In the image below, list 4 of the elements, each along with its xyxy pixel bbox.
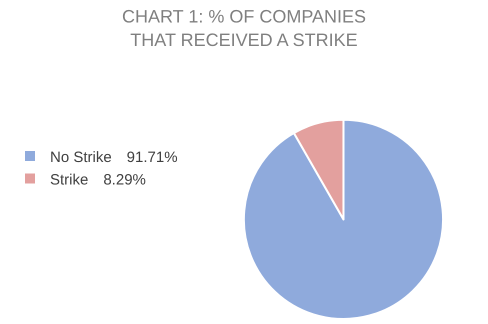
legend-label: Strike 8.29% [50,171,146,188]
legend-label: No Strike 91.71% [50,148,178,166]
chart-title: CHART 1: % OF COMPANIES THAT RECEIVED A STRIKE [122,6,366,50]
pie-slice [242,118,444,320]
